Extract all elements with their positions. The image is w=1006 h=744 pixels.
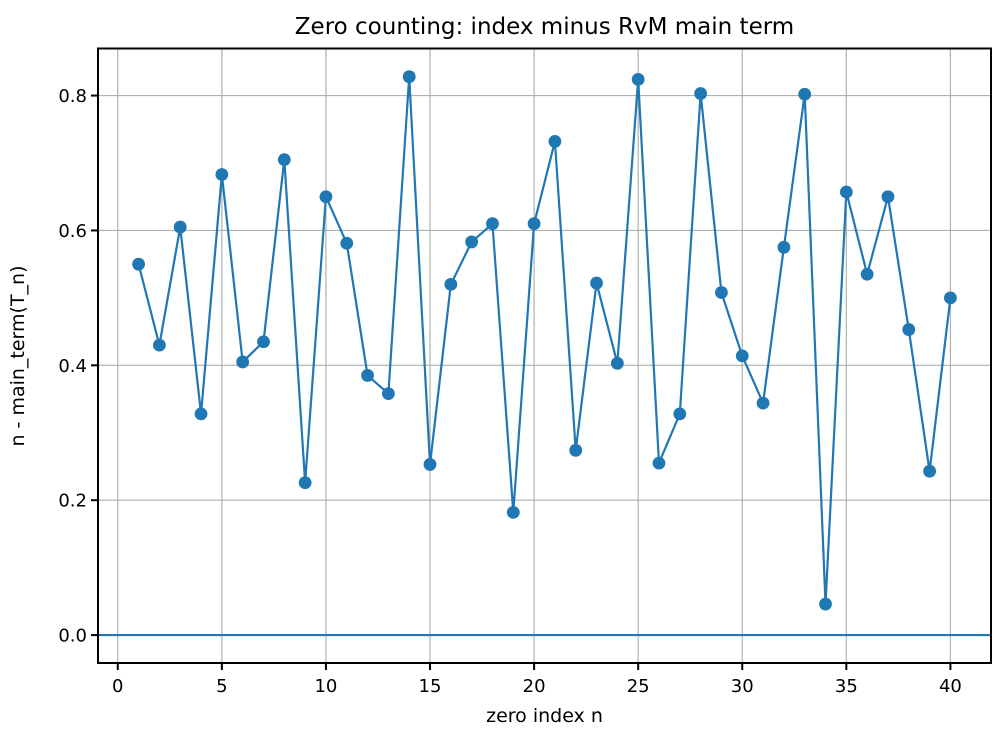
data-point: [923, 464, 936, 478]
data-point: [465, 235, 479, 249]
axes-frame: [97, 47, 992, 664]
data-point: [881, 190, 895, 204]
data-point: [402, 70, 416, 84]
x-tick-label: 35: [835, 676, 858, 697]
data-point: [132, 257, 145, 271]
data-point: [298, 476, 312, 490]
data-point: [944, 291, 957, 305]
data-point: [756, 396, 770, 410]
x-tick-label: 30: [731, 676, 754, 697]
data-point: [444, 278, 458, 291]
data-point: [319, 190, 333, 204]
y-tick-label: 0.6: [58, 221, 87, 242]
data-point: [777, 240, 791, 254]
data-point: [423, 458, 437, 471]
data-point: [361, 369, 374, 382]
data-point: [715, 286, 728, 299]
y-tick-label: 0.4: [58, 356, 87, 377]
data-point: [860, 267, 874, 281]
data-point: [610, 356, 624, 370]
y-axis-label: n - main_term(T_n): [7, 265, 29, 446]
data-point: [694, 87, 708, 100]
axes-layer: [91, 47, 992, 670]
x-axis-label: zero index n: [486, 705, 603, 727]
x-tick-label: 0: [112, 676, 123, 697]
data-point: [652, 456, 666, 470]
data-point: [673, 407, 687, 421]
data-point: [819, 597, 832, 611]
data-point: [590, 276, 603, 290]
data-layer: [98, 70, 991, 637]
series-line: [137, 75, 952, 606]
data-point: [194, 407, 208, 421]
tick-label-layer: 0 5 10 15 20 25 30 35 40 0.0 0.2 0.4 0.6 0.8: [58, 86, 962, 697]
y-tick-label: 0.2: [58, 491, 87, 512]
x-tick-label: 5: [216, 676, 227, 697]
x-tick-label: 20: [523, 676, 546, 697]
data-point: [548, 135, 562, 148]
data-point: [277, 153, 291, 167]
x-tick-label: 40: [939, 676, 962, 697]
data-point: [902, 323, 916, 336]
data-point: [631, 72, 645, 86]
x-tick-label: 25: [627, 676, 650, 697]
chart-title: Zero counting: index minus RvM main term: [295, 14, 794, 40]
data-point: [215, 168, 229, 181]
data-point: [340, 236, 354, 250]
data-point: [153, 338, 166, 352]
data-point: [839, 185, 853, 199]
y-tick-label: 0.0: [58, 626, 87, 647]
x-tick-label: 10: [314, 676, 337, 697]
data-point: [527, 217, 541, 231]
grid-layer: [98, 48, 991, 663]
data-point: [173, 220, 187, 234]
data-point: [798, 87, 812, 101]
data-point: [735, 349, 749, 363]
data-point: [381, 387, 395, 401]
y-tick-label: 0.8: [58, 86, 87, 107]
data-point: [236, 355, 250, 369]
data-point: [569, 443, 583, 457]
data-point: [257, 335, 270, 349]
data-point: [506, 505, 520, 519]
x-tick-label: 15: [419, 676, 442, 697]
data-point: [486, 217, 499, 231]
